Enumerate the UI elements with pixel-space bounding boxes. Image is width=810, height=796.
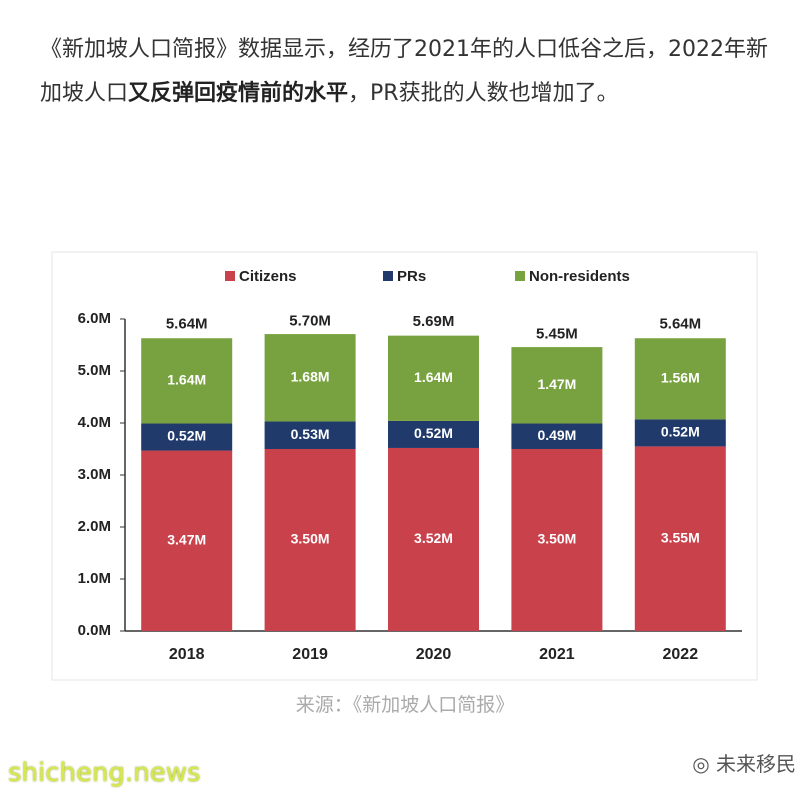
text: ，PR获批的人数也增加了。 bbox=[348, 81, 619, 106]
data-label: 3.55M bbox=[661, 529, 700, 545]
data-label: 1.56M bbox=[661, 370, 700, 386]
bar-segment bbox=[511, 347, 603, 424]
data-label: 1.64M bbox=[167, 372, 206, 388]
y-tick-label: 2.0M bbox=[78, 518, 111, 535]
x-tick-label: 2019 bbox=[292, 646, 328, 663]
data-label: 1.64M bbox=[414, 369, 453, 385]
total-label: 5.45M bbox=[536, 326, 578, 343]
bar-segment bbox=[388, 420, 479, 448]
bar-segment bbox=[388, 447, 479, 631]
bar-segment bbox=[511, 423, 603, 449]
data-label: 3.52M bbox=[414, 530, 453, 546]
y-tick-label: 5.0M bbox=[78, 362, 111, 379]
watermark-text: 未来移民 bbox=[716, 752, 796, 776]
y-tick-label: 3.0M bbox=[78, 466, 111, 483]
bar-segment bbox=[141, 423, 233, 451]
data-label: 0.52M bbox=[661, 424, 700, 440]
legend-swatch bbox=[515, 271, 525, 281]
legend-label: Citizens bbox=[239, 268, 297, 285]
bar-segment bbox=[141, 338, 233, 424]
bar-segment bbox=[264, 449, 356, 631]
bar-segment bbox=[264, 334, 356, 422]
total-label: 5.64M bbox=[166, 316, 208, 333]
data-label: 1.47M bbox=[537, 376, 576, 392]
data-label: 3.50M bbox=[537, 531, 576, 547]
x-tick-label: 2021 bbox=[539, 646, 575, 663]
bold-text: 又反弹回疫情前的水平 bbox=[128, 81, 349, 106]
caption: 来源：《新加坡人口简报》 bbox=[295, 694, 515, 716]
x-tick-label: 2020 bbox=[416, 646, 452, 663]
data-label: 1.68M bbox=[291, 368, 330, 384]
data-label: 0.53M bbox=[291, 426, 330, 442]
total-label: 5.70M bbox=[289, 313, 331, 330]
legend-label: Non-residents bbox=[529, 268, 630, 285]
y-tick-label: 1.0M bbox=[78, 570, 111, 587]
bar-segment bbox=[634, 419, 726, 447]
legend-swatch bbox=[225, 271, 235, 281]
legend-swatch bbox=[383, 271, 393, 281]
bar-segment bbox=[511, 449, 603, 631]
data-label: 0.52M bbox=[414, 425, 453, 441]
data-label: 3.47M bbox=[167, 531, 206, 547]
y-tick-label: 6.0M bbox=[78, 310, 111, 327]
data-label: 0.52M bbox=[167, 428, 206, 444]
article-paragraph: 《新加坡人口简报》数据显示，经历了2021年的人口低谷之后，2022年新加坡人口… bbox=[40, 28, 780, 116]
bar-segment bbox=[388, 335, 479, 421]
bar-segment bbox=[141, 450, 233, 631]
total-label: 5.69M bbox=[413, 313, 455, 330]
y-tick-label: 4.0M bbox=[78, 414, 111, 431]
watermark: shicheng.news bbox=[8, 758, 201, 788]
total-label: 5.64M bbox=[659, 316, 701, 333]
data-label: 0.49M bbox=[537, 427, 576, 443]
bar-segment bbox=[634, 338, 726, 420]
y-tick-label: 0.0M bbox=[78, 622, 111, 639]
data-label: 3.50M bbox=[291, 531, 330, 547]
bar-segment bbox=[634, 446, 726, 631]
x-tick-label: 2018 bbox=[169, 646, 205, 663]
x-tick-label: 2022 bbox=[663, 646, 699, 663]
bar-segment bbox=[264, 421, 356, 449]
legend-label: PRs bbox=[397, 268, 426, 285]
text: 《新加坡人口简报》数据显示，经历了2021年的人口低谷之后，2022年新加坡人口 bbox=[40, 37, 768, 106]
watermark: ◎ 未来移民 bbox=[692, 752, 796, 776]
